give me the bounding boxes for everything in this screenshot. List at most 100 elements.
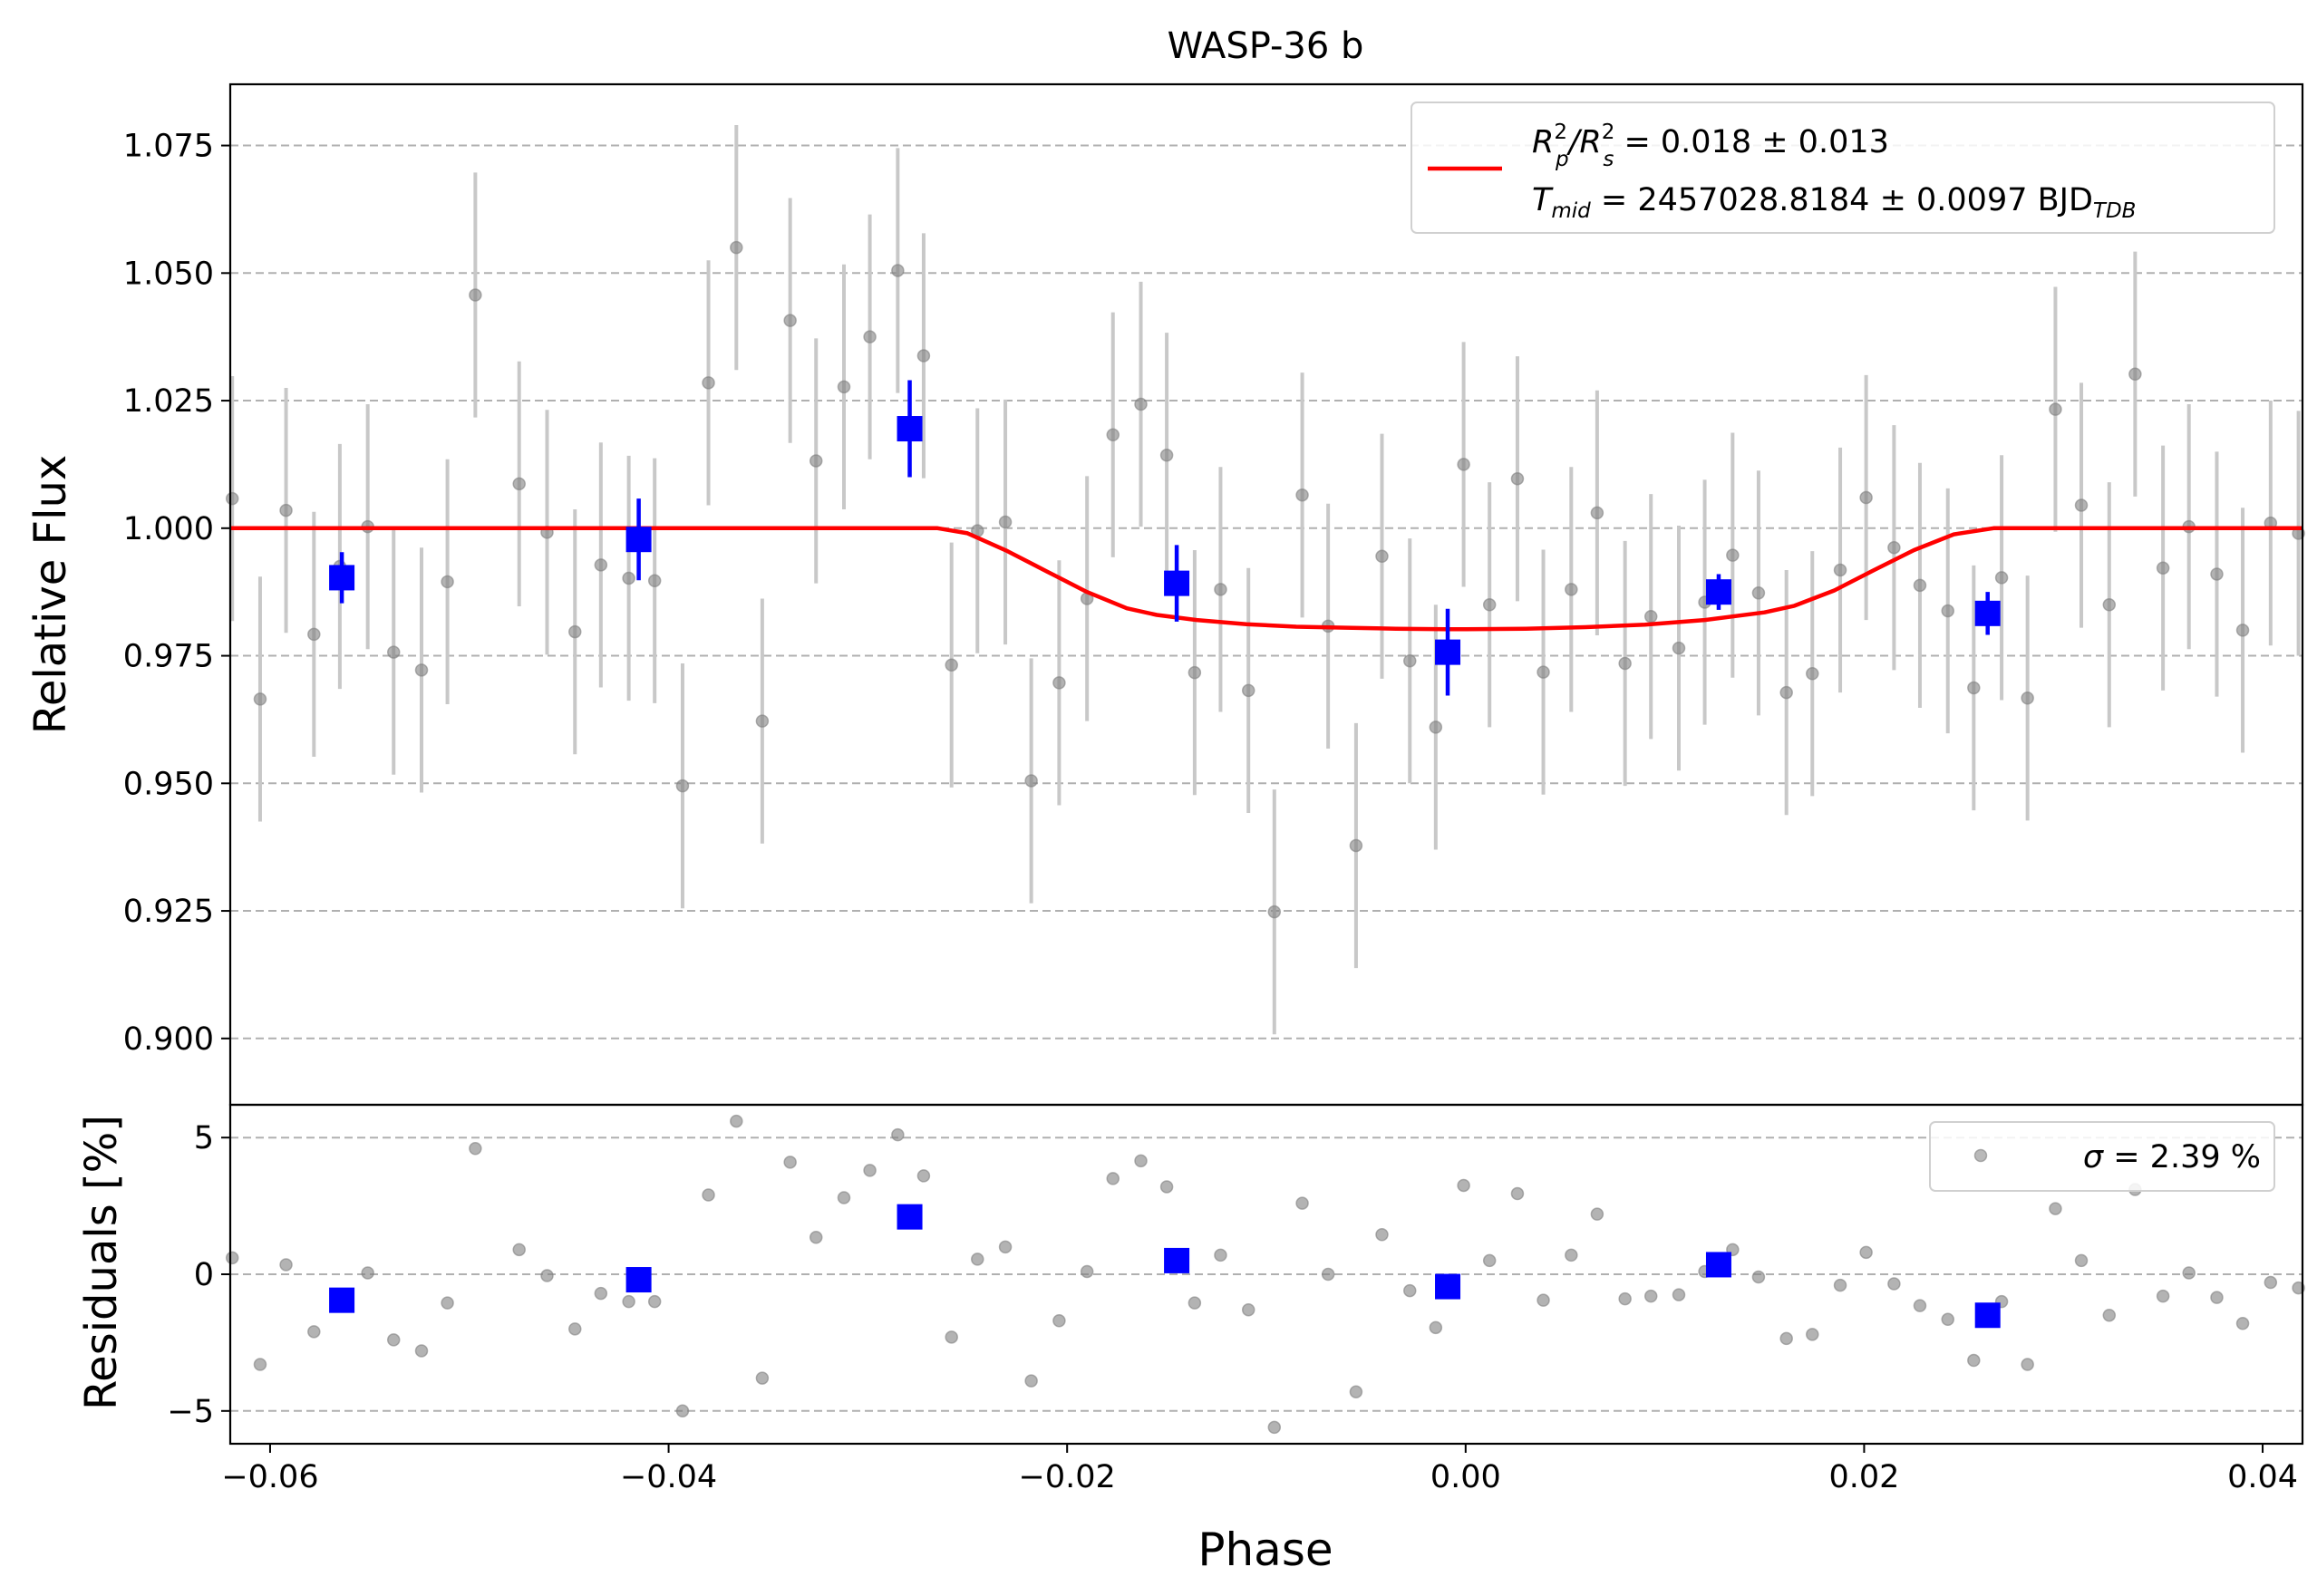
flux-point — [1726, 548, 1740, 562]
residual-point — [1349, 1385, 1363, 1398]
residual-point — [1887, 1277, 1901, 1291]
residual-point — [1618, 1291, 1632, 1306]
flux-point — [2210, 567, 2224, 581]
flux-point — [1024, 774, 1038, 788]
flux-point — [1188, 665, 1202, 680]
flux-point — [2235, 624, 2250, 637]
flux-y-tick-label: 1.025 — [123, 383, 214, 420]
residual-point — [361, 1266, 374, 1280]
flux-panel: 0.900 0.925 0.950 0.975 1.000 1.025 1.050 1.075… — [123, 82, 2305, 1107]
flux-point — [2021, 692, 2034, 705]
residual-point — [1565, 1248, 1578, 1262]
residual-point — [1267, 1420, 1282, 1435]
residual-point — [1751, 1270, 1766, 1284]
residual-point — [1375, 1228, 1389, 1242]
residual-legend-box — [1929, 1121, 2275, 1192]
binned-residual-point — [329, 1287, 355, 1313]
phase-x-tick-label: −0.04 — [620, 1459, 717, 1495]
residual-point — [253, 1358, 267, 1371]
flux-point — [891, 264, 905, 277]
residual-point — [1052, 1314, 1066, 1328]
flux-point — [1349, 838, 1363, 853]
legend-tmid-text: Tmid = 2457028.8184 ± 0.0097 BJDTDB — [1532, 182, 2136, 223]
residual-point — [971, 1253, 984, 1266]
binned-residual-points — [329, 1204, 2001, 1329]
flux-point — [1643, 609, 1658, 624]
flux-point — [1295, 488, 1309, 502]
binned-residual-point — [1435, 1273, 1461, 1300]
residual-point — [2182, 1266, 2196, 1280]
flux-point — [386, 645, 401, 659]
residual-point — [891, 1127, 905, 1142]
residual-point — [1967, 1353, 1981, 1368]
residual-point — [1134, 1154, 1148, 1168]
binned-point — [329, 565, 355, 591]
residual-point — [1188, 1296, 1202, 1310]
residual-point — [1806, 1328, 1819, 1341]
binned-point — [1435, 639, 1461, 665]
residual-point — [1080, 1264, 1094, 1279]
residual-point — [1833, 1278, 1847, 1292]
residual-point — [386, 1333, 401, 1347]
residual-point — [2235, 1317, 2250, 1330]
binned-point — [897, 416, 923, 442]
flux-point — [755, 714, 770, 728]
flux-point — [945, 658, 958, 672]
residual-point — [916, 1169, 931, 1183]
phase-x-tick-label: 0.04 — [2227, 1459, 2298, 1495]
phase-x-tick-label: −0.02 — [1019, 1459, 1116, 1495]
residual-point — [1024, 1374, 1038, 1388]
flux-point — [512, 477, 526, 491]
flux-point — [1537, 665, 1550, 679]
flux-point — [1134, 397, 1148, 411]
residual-point — [307, 1325, 321, 1339]
residual-point — [702, 1188, 715, 1202]
flux-y-tick-label: 1.050 — [123, 256, 214, 292]
flux-point — [1429, 721, 1443, 734]
flux-point — [1106, 428, 1120, 442]
residual-point — [1106, 1172, 1120, 1185]
binned-residual-point — [1974, 1302, 2001, 1329]
flux-y-tick-label: 1.075 — [123, 129, 214, 165]
phase-x-ticks: −0.06 −0.04 −0.02 0.00 0.02 0.04 — [221, 1444, 2298, 1495]
flux-point — [1159, 449, 1174, 462]
binned-residual-point — [625, 1267, 652, 1293]
flux-point — [622, 571, 635, 585]
residual-point — [945, 1330, 958, 1344]
residual-y-tick-label: 0 — [194, 1257, 214, 1293]
residual-point — [755, 1371, 770, 1385]
binned-point — [1164, 570, 1190, 596]
residual-point — [441, 1296, 454, 1310]
flux-point — [279, 503, 293, 517]
residual-legend-marker — [1973, 1148, 1988, 1163]
flux-point — [1859, 490, 1873, 505]
residual-point — [2102, 1308, 2117, 1322]
flux-point — [469, 288, 482, 302]
legend-depth-text: R2 p/R2 s = 0.018 ± 0.013 — [1532, 121, 1889, 171]
residual-point — [2264, 1275, 2278, 1290]
residual-point — [998, 1240, 1013, 1254]
residual-point — [1537, 1293, 1550, 1307]
flux-point — [1565, 583, 1578, 596]
flux-point — [1833, 563, 1847, 577]
residual-point — [1403, 1283, 1417, 1298]
flux-point — [702, 376, 715, 390]
flux-y-tick-label: 0.900 — [123, 1021, 214, 1058]
flux-point — [1672, 641, 1686, 655]
flux-y-ticks: 0.900 0.925 0.950 0.975 1.000 1.025 1.050 1.075 — [123, 129, 230, 1058]
residual-point — [469, 1142, 482, 1156]
residual-point — [512, 1243, 526, 1257]
residual-point — [783, 1156, 797, 1169]
flux-point — [594, 558, 608, 572]
flux-point — [1510, 471, 1525, 486]
flux-point — [730, 240, 743, 255]
x-axis-label: Phase — [1197, 1523, 1333, 1576]
flux-point — [2049, 402, 2062, 416]
flux-point — [1967, 681, 1981, 695]
flux-y-tick-label: 0.925 — [123, 894, 214, 930]
residual-legend-text: σ = 2.39 % — [2083, 1139, 2261, 1175]
residual-point — [647, 1294, 662, 1309]
residual-points — [225, 1114, 2305, 1435]
residual-point — [1859, 1245, 1873, 1260]
flux-point — [1751, 586, 1766, 600]
